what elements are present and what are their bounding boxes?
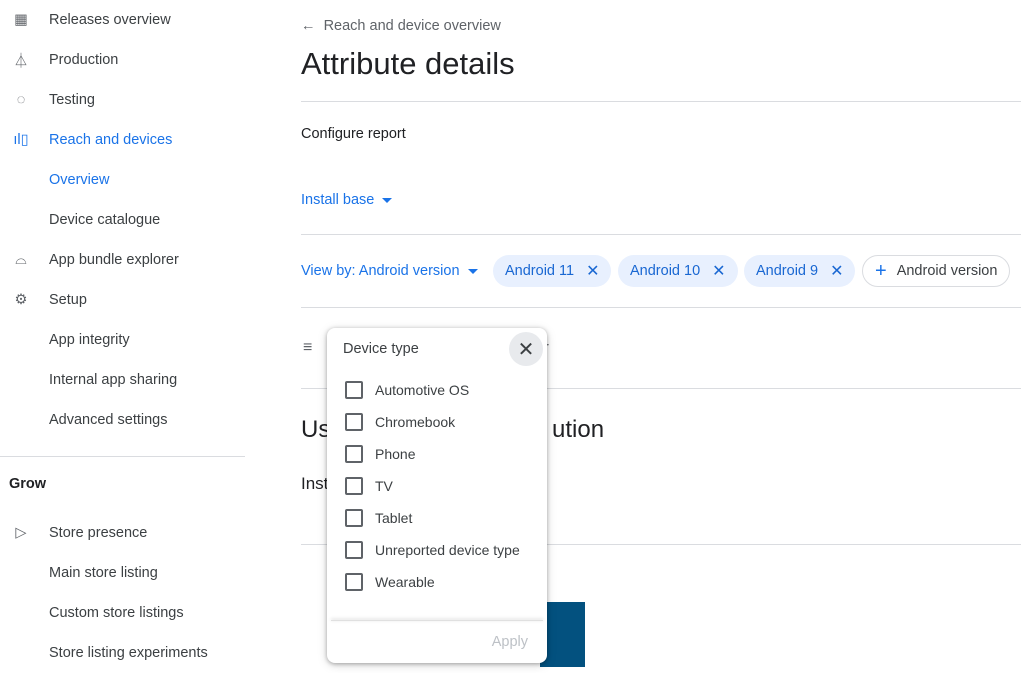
checkbox[interactable] <box>345 477 363 495</box>
popup-footer-divider <box>331 620 543 621</box>
page-title: Attribute details <box>301 46 515 81</box>
checkbox[interactable] <box>345 573 363 591</box>
checkbox[interactable] <box>345 445 363 463</box>
divider <box>301 544 1021 545</box>
section-heading-tail: ution <box>552 416 605 443</box>
checkbox[interactable] <box>345 381 363 399</box>
checkbox[interactable] <box>345 541 363 559</box>
divider <box>301 101 1021 102</box>
option-wearable[interactable]: Wearable <box>345 570 435 594</box>
caret-down-icon <box>467 268 478 274</box>
sidebar-item-testing[interactable]: ◌ Testing <box>0 80 245 120</box>
reach-devices-icon: ıl▯ <box>13 132 29 148</box>
metric-dropdown[interactable]: Install base <box>301 192 393 208</box>
chip-android-10[interactable]: Android 10 ✕ <box>618 255 738 287</box>
close-icon[interactable]: ✕ <box>586 263 600 280</box>
option-unreported-device-type[interactable]: Unreported device type <box>345 538 520 562</box>
caret-down-icon <box>382 197 393 203</box>
section-grow: Grow <box>9 476 47 492</box>
popup-title: Device type <box>343 341 419 357</box>
back-link[interactable]: ← Reach and device overview <box>301 18 501 34</box>
chart-bar <box>540 602 585 667</box>
chip-android-11[interactable]: Android 11 ✕ <box>493 255 612 287</box>
play-icon: ▷ <box>15 525 27 541</box>
sidebar-item-setup[interactable]: ⚙ Setup <box>0 280 245 320</box>
sidebar-item-device-catalogue[interactable]: Device catalogue <box>49 212 161 228</box>
close-icon[interactable]: ✕ <box>830 263 844 280</box>
sidebar-item-store-presence[interactable]: ▷ Store presence <box>0 513 245 553</box>
configure-report-label: Configure report <box>301 126 406 142</box>
android-icon: ⌓ <box>15 252 27 268</box>
sidebar-item-advanced-settings[interactable]: Advanced settings <box>49 412 168 428</box>
releases-icon: ▦ <box>14 12 28 28</box>
sidebar-item-main-store-listing[interactable]: Main store listing <box>49 565 158 581</box>
close-icon[interactable]: ✕ <box>509 332 543 366</box>
subheading: Inst <box>301 474 329 493</box>
plus-icon: + <box>875 259 887 282</box>
option-tv[interactable]: TV <box>345 474 393 498</box>
production-icon: ⏃ <box>13 53 29 70</box>
sidebar-item-reach-and-devices[interactable]: ıl▯ Reach and devices <box>0 120 245 160</box>
section-heading: Us <box>301 416 331 443</box>
checkbox[interactable] <box>345 509 363 527</box>
sidebar-item-production[interactable]: ⏃ Production <box>0 40 245 80</box>
testing-icon: ◌ <box>16 92 26 108</box>
option-phone[interactable]: Phone <box>345 442 415 466</box>
sidebar-item-overview[interactable]: Overview <box>49 172 110 188</box>
option-chromebook[interactable]: Chromebook <box>345 410 455 434</box>
divider <box>301 388 1021 389</box>
checkbox[interactable] <box>345 413 363 431</box>
divider <box>301 234 1021 235</box>
divider <box>0 456 245 457</box>
arrow-left-icon: ← <box>301 18 316 34</box>
add-android-version-button[interactable]: + Android version <box>862 255 1011 287</box>
device-type-popup: Device type ✕ Automotive OS Chromebook P… <box>327 328 547 663</box>
sidebar-item-app-integrity[interactable]: App integrity <box>49 332 130 348</box>
filter-icon[interactable]: ≡ <box>303 339 313 356</box>
apply-button[interactable]: Apply <box>491 634 528 650</box>
sidebar-item-internal-app-sharing[interactable]: Internal app sharing <box>49 372 178 388</box>
close-icon[interactable]: ✕ <box>712 263 726 280</box>
view-by-dropdown[interactable]: View by: Android version <box>301 263 478 279</box>
sidebar: ▦ Releases overview ⏃ Production ◌ Testing … <box>0 0 245 667</box>
sidebar-item-store-listing-experiments[interactable]: Store listing experiments <box>49 645 208 661</box>
sidebar-item-releases-overview[interactable]: ▦ Releases overview <box>0 0 245 40</box>
chip-android-9[interactable]: Android 9 ✕ <box>744 255 856 287</box>
gear-icon: ⚙ <box>14 292 28 308</box>
divider <box>301 307 1021 308</box>
option-tablet[interactable]: Tablet <box>345 506 412 530</box>
option-automotive-os[interactable]: Automotive OS <box>345 378 469 402</box>
sidebar-item-app-bundle-explorer[interactable]: ⌓ App bundle explorer <box>0 240 245 280</box>
sidebar-item-custom-store-listings[interactable]: Custom store listings <box>49 605 184 621</box>
